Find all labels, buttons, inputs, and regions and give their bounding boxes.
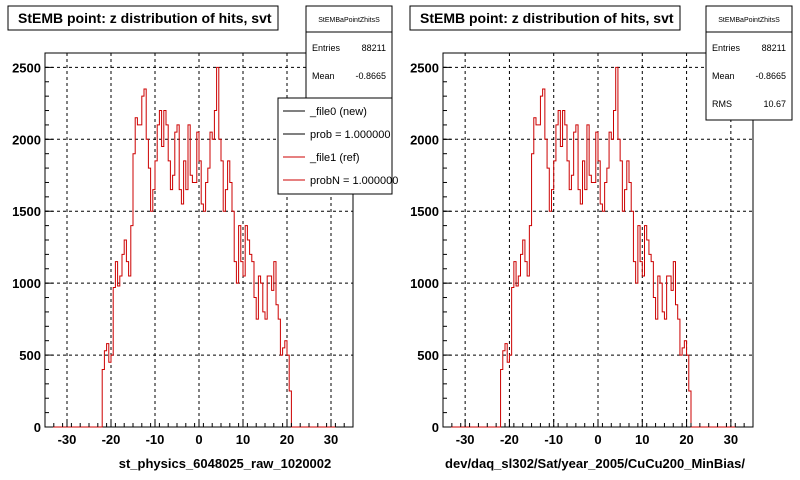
right-y-tick-label: 1500: [410, 204, 439, 219]
right-panel: StEMB point: z distribution of hits, svt…: [409, 5, 793, 471]
right-x-tick-label: 10: [635, 432, 649, 447]
left-title-box: [7, 5, 279, 31]
legend-label-file0: _file0 (new): [309, 106, 367, 118]
left-panel: StEMB point: z distribution of hits, svt…: [7, 5, 398, 471]
left-x-tick-label: -10: [146, 432, 165, 447]
left-y-tick-label: 2000: [12, 132, 41, 147]
left-y-tick-label: 2500: [12, 60, 41, 75]
left-legend: _file0 (new) prob = 1.000000 _file1 (ref…: [277, 97, 398, 195]
right-stats-entries-label: Entries: [712, 43, 741, 53]
left-x-tick-label: -20: [102, 432, 121, 447]
right-y-tick-label: 500: [417, 348, 439, 363]
right-stats-mean-label: Mean: [712, 71, 735, 81]
right-grid: [443, 53, 753, 427]
right-x-tick-label: 20: [679, 432, 693, 447]
right-stats-name: StEMBaPointZhitsS: [718, 17, 780, 24]
left-stats-entries-value: 88211: [362, 43, 386, 53]
left-stats-mean-value: -0.8665: [355, 71, 386, 81]
right-x-tick-label: -20: [500, 432, 519, 447]
right-y-tick-label: 2000: [410, 132, 439, 147]
left-x-tick-label: 10: [236, 432, 250, 447]
left-y-tick-label: 500: [19, 348, 41, 363]
right-x-tick-label: 30: [724, 432, 738, 447]
left-stats-entries-label: Entries: [312, 43, 341, 53]
legend-label-file1: _file1 (ref): [309, 152, 360, 164]
right-y-tick-label: 0: [432, 420, 439, 435]
left-stats-box: StEMBaPointZhitsS Entries 88211 Mean -0.…: [305, 5, 393, 99]
right-title-box: [409, 5, 681, 31]
left-axes: -30 -20 -10 0 10 20 30 0 500 1000 1500 2000 2500: [12, 52, 354, 447]
left-x-axis-title: st_physics_6048025_raw_1020002: [119, 456, 332, 471]
left-x-tick-label: 0: [195, 432, 202, 447]
right-stats-mean-value: -0.8665: [755, 71, 786, 81]
left-x-tick-label: -30: [58, 432, 77, 447]
right-stats-entries-value: 88211: [762, 43, 786, 53]
left-panel-title: StEMB point: z distribution of hits, svt: [18, 10, 272, 26]
left-y-tick-label: 1500: [12, 204, 41, 219]
left-stats-name: StEMBaPointZhitsS: [318, 17, 380, 24]
legend-label-prob: prob = 1.000000: [310, 129, 390, 141]
legend-label-probN: probN = 1.000000: [310, 175, 398, 187]
left-histogram-ref-series: [45, 66, 336, 428]
right-stats-rms-label: RMS: [712, 99, 732, 109]
right-y-tick-label: 2500: [410, 60, 439, 75]
left-stats-mean-label: Mean: [312, 71, 335, 81]
right-x-axis-title: dev/daq_sl302/Sat/year_2005/CuCu200_MinB…: [445, 456, 745, 471]
right-stats-box: StEMBaPointZhitsS Entries 88211 Mean -0.…: [705, 5, 793, 121]
left-x-tick-label: 20: [280, 432, 294, 447]
right-panel-title: StEMB point: z distribution of hits, svt: [420, 10, 674, 26]
right-axes: -30 -20 -10 0 10 20 30 0 500 1000 1500 2000 2500: [410, 52, 754, 447]
left-x-tick-label: 30: [324, 432, 338, 447]
right-stats-rms-value: 10.67: [763, 99, 786, 109]
right-y-tick-label: 1000: [410, 276, 439, 291]
right-x-tick-label: 0: [594, 432, 601, 447]
right-x-tick-label: -10: [544, 432, 563, 447]
right-x-tick-label: -30: [456, 432, 475, 447]
left-y-tick-label: 1000: [12, 276, 41, 291]
left-y-tick-label: 0: [34, 420, 41, 435]
right-histogram-series: [443, 66, 736, 428]
